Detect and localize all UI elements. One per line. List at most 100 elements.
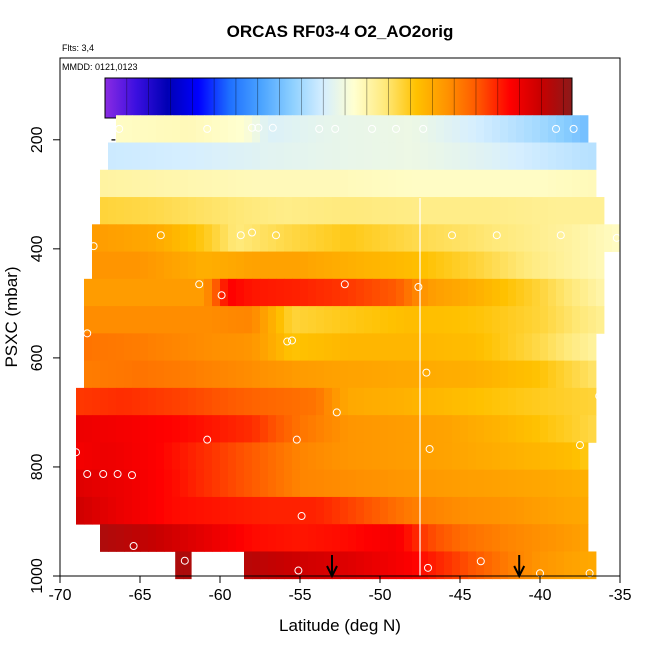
heatmap-cell [532, 551, 541, 580]
heatmap-cell [332, 142, 341, 171]
heatmap-cell [436, 333, 445, 362]
heatmap-cell [516, 251, 525, 280]
heatmap-cell [516, 360, 525, 389]
heatmap-cell [84, 306, 93, 334]
heatmap-cell [444, 224, 453, 252]
heatmap-cell [468, 360, 477, 389]
heatmap-cell [244, 551, 253, 580]
heatmap-cell [364, 278, 373, 307]
heatmap-cell [532, 306, 541, 334]
heatmap-cell [540, 442, 549, 471]
heatmap-cell [548, 251, 557, 280]
heatmap-cell [508, 224, 517, 252]
data-point [419, 124, 428, 133]
heatmap-cell [580, 333, 589, 362]
heatmap-cell [428, 251, 437, 280]
heatmap-cell [492, 251, 501, 280]
heatmap-cell [252, 415, 261, 443]
heatmap-cell [148, 442, 157, 471]
heatmap-cell [300, 360, 309, 389]
heatmap-cell [164, 306, 173, 334]
heatmap-cell [212, 496, 221, 525]
heatmap-cell [284, 496, 293, 525]
heatmap-cell [268, 360, 277, 389]
heatmap-cell [340, 551, 349, 580]
heatmap-cell [132, 469, 141, 498]
heatmap-cell [364, 442, 373, 471]
heatmap-cell [532, 415, 541, 443]
heatmap-cell [108, 251, 117, 280]
heatmap-cell [132, 197, 141, 225]
heatmap-cell [188, 306, 197, 334]
heatmap-cell [172, 142, 181, 171]
heatmap-cell [156, 442, 165, 471]
heatmap-cell [268, 415, 277, 443]
heatmap-cell [420, 415, 429, 443]
heatmap-cell [476, 524, 485, 552]
data-point [288, 336, 296, 345]
heatmap-cell [516, 142, 525, 171]
heatmap-cell [524, 496, 533, 525]
heatmap-cell [276, 387, 285, 416]
heatmap-cell [204, 415, 213, 443]
data-point [203, 435, 212, 444]
heatmap-cell [404, 251, 413, 280]
heatmap-cell [244, 387, 253, 416]
heatmap-cell [132, 442, 141, 471]
heatmap-cell [588, 333, 597, 362]
data-points [72, 123, 621, 578]
heatmap-cell [532, 251, 541, 280]
heatmap-cell [364, 551, 373, 580]
heatmap-cell [348, 387, 357, 416]
heatmap-cell [460, 197, 469, 225]
heatmap-cell [564, 142, 573, 171]
heatmap-cell [372, 496, 381, 525]
heatmap-cell [396, 169, 405, 198]
heatmap-cell [164, 524, 173, 552]
heatmap-cell [132, 360, 141, 389]
heatmap-cell [148, 415, 157, 443]
heatmap-cell [292, 496, 301, 525]
heatmap-cell [492, 197, 501, 225]
heatmap-cell [556, 251, 565, 280]
heatmap-cell [492, 115, 501, 143]
heatmap-cell [284, 169, 293, 198]
data-point [448, 231, 456, 240]
heatmap-cell [348, 524, 357, 552]
heatmap-cell [436, 197, 445, 225]
heatmap-cell [356, 306, 365, 334]
heatmap-cell [444, 524, 453, 552]
heatmap-cell [548, 169, 557, 198]
heatmap-cell [316, 524, 325, 552]
heatmap-cell [116, 306, 125, 334]
heatmap-cell [236, 197, 245, 225]
heatmap-cell [548, 197, 557, 225]
heatmap-cell [508, 197, 517, 225]
heatmap-cell [228, 360, 237, 389]
heatmap-cell [524, 360, 533, 389]
heatmap-cell [212, 115, 221, 143]
heatmap-cell [308, 115, 317, 143]
heatmap-cell [332, 496, 341, 525]
heatmap-cell [116, 524, 125, 552]
heatmap-cell [516, 115, 525, 143]
heatmap-cell [556, 224, 565, 252]
heatmap-cell [172, 524, 181, 552]
heatmap-cell [476, 197, 485, 225]
heatmap-cell [92, 442, 101, 471]
heatmap-cell [492, 278, 501, 307]
heatmap-cell [428, 415, 437, 443]
heatmap-cell [116, 115, 125, 143]
heatmap-cell [508, 278, 517, 307]
heatmap-cell [460, 496, 469, 525]
heatmap-cell [204, 197, 213, 225]
heatmap-cell [532, 442, 541, 471]
heatmap-cell [548, 469, 557, 498]
heatmap-cell [260, 496, 269, 525]
heatmap-cell [364, 524, 373, 552]
heatmap-cell [84, 387, 93, 416]
heatmap-cell [332, 197, 341, 225]
heatmap-cell [476, 551, 485, 580]
heatmap-cell [364, 169, 373, 198]
